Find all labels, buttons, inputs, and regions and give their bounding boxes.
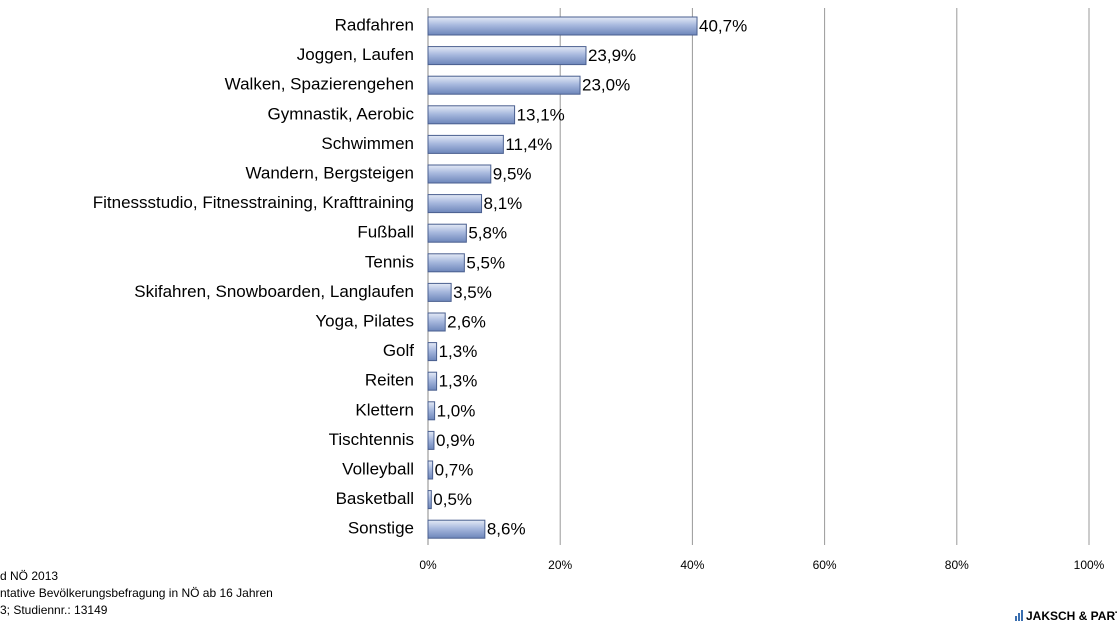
x-tick-label: 80% — [945, 558, 969, 572]
value-label: 0,5% — [433, 490, 472, 509]
category-label: Gymnastik, Aerobic — [268, 104, 415, 123]
bar — [427, 401, 436, 421]
category-label: Tennis — [365, 252, 414, 271]
value-label: 1,3% — [439, 342, 478, 361]
category-label: Yoga, Pilates — [315, 311, 414, 330]
bar — [427, 519, 486, 539]
value-label: 23,9% — [588, 46, 636, 65]
value-label: 5,8% — [468, 224, 507, 243]
value-label: 13,1% — [517, 105, 565, 124]
bar — [427, 16, 698, 36]
value-label: 2,6% — [447, 312, 486, 331]
category-label: Radfahren — [335, 15, 414, 34]
bar — [427, 46, 587, 66]
bar — [427, 164, 492, 184]
footer-line: 3; Studiennr.: 13149 — [0, 603, 108, 617]
footer-line: d NÖ 2013 — [0, 569, 58, 583]
bar — [427, 194, 483, 214]
value-label: 9,5% — [493, 164, 532, 183]
value-label: 23,0% — [582, 76, 630, 95]
category-label: Golf — [383, 341, 414, 360]
category-label: Tischtennis — [329, 430, 414, 449]
bar — [427, 490, 432, 510]
category-label: Sonstige — [348, 519, 414, 538]
value-label: 0,9% — [436, 431, 475, 450]
category-label: Schwimmen — [321, 134, 414, 153]
bar — [427, 460, 434, 480]
category-label: Fußball — [357, 223, 414, 242]
footer-line: ntative Bevölkerungsbefragung in NÖ ab 1… — [0, 586, 273, 600]
category-label: Skifahren, Snowboarden, Langlaufen — [134, 282, 414, 301]
bar — [427, 134, 504, 154]
value-label: 0,7% — [435, 460, 474, 479]
value-label: 8,6% — [487, 520, 526, 539]
value-label: 1,0% — [437, 401, 476, 420]
x-tick-label: 0% — [419, 558, 437, 572]
bar — [427, 312, 446, 332]
value-label: 11,4% — [505, 135, 552, 154]
bar — [427, 342, 438, 362]
bar — [427, 282, 452, 302]
value-label: 5,5% — [466, 253, 505, 272]
logo-text: JAKSCH & PARTNER — [1026, 609, 1117, 623]
value-label: 3,5% — [453, 283, 492, 302]
category-label: Walken, Spazierengehen — [225, 75, 414, 94]
x-tick-label: 40% — [680, 558, 704, 572]
value-label: 40,7% — [699, 16, 747, 35]
logo: JAKSCH & PARTNER — [1015, 609, 1117, 623]
category-label: Joggen, Laufen — [297, 45, 414, 64]
bar — [427, 105, 516, 125]
x-tick-label: 60% — [813, 558, 837, 572]
value-label: 1,3% — [439, 372, 478, 391]
category-label: Basketball — [336, 489, 414, 508]
bar — [427, 430, 435, 450]
category-label: Fitnessstudio, Fitnesstraining, Krafttra… — [93, 193, 414, 212]
category-label: Klettern — [355, 400, 414, 419]
bar — [427, 223, 467, 243]
value-label: 8,1% — [484, 194, 523, 213]
x-tick-label: 20% — [548, 558, 572, 572]
category-label: Wandern, Bergsteigen — [245, 163, 414, 182]
category-label: Reiten — [365, 371, 414, 390]
bars — [427, 16, 698, 539]
category-label: Volleyball — [342, 459, 414, 478]
bar — [427, 371, 438, 391]
bar — [427, 75, 581, 95]
bar — [427, 253, 465, 273]
x-tick-label: 100% — [1074, 558, 1105, 572]
